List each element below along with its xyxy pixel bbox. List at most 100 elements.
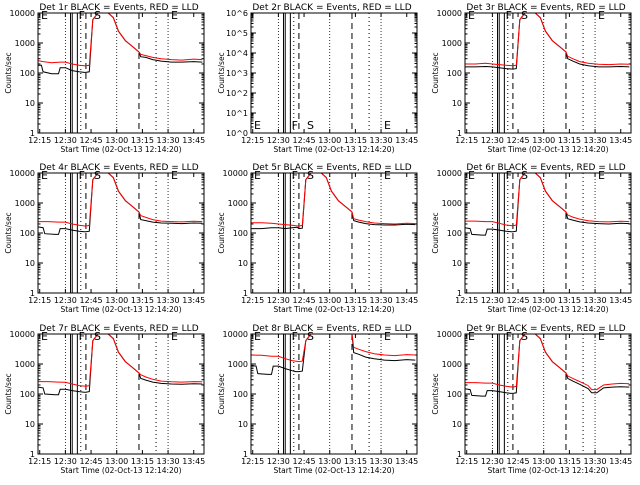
time-marker-label: S [521,9,528,22]
time-marker-label: F [79,9,85,22]
time-marker-label: S [94,169,101,182]
y-tick-label: 100 [233,390,248,399]
x-axis-title: Start Time (02-Oct-13 12:14:20) [487,305,608,314]
x-tick-label: 12:30 [54,457,77,466]
y-tick-label: 10000 [437,169,462,178]
x-tick-label: 12:45 [80,296,103,305]
x-tick-label: 13:30 [157,136,180,145]
x-tick-label: 13:15 [131,457,154,466]
chart-title: Det 6r BLACK = Events, RED = LLD [466,163,625,173]
chart-title: Det 8r BLACK = Events, RED = LLD [252,324,411,334]
y-tick-label: 1 [457,129,462,138]
y-tick-label: 100 [20,69,35,78]
y-tick-label: 10^4 [226,49,248,58]
time-marker-label: F [79,169,85,182]
y-tick-label: 10 [452,259,462,268]
x-tick-label: 13:15 [131,296,154,305]
x-tick-label: 13:30 [370,457,393,466]
x-axis-title: Start Time (02-Oct-13 12:14:20) [487,145,608,154]
y-tick-label: 1000 [15,360,35,369]
x-tick-label: 12:15 [28,296,51,305]
y-tick-label: 10^2 [226,89,248,98]
x-tick-label: 12:30 [481,457,504,466]
y-tick-label: 1000 [15,39,35,48]
time-marker-label: S [307,169,314,182]
x-axis-title: Start Time (02-Oct-13 12:14:20) [273,305,394,314]
plot-frame [464,12,632,134]
x-tick-label: 13:45 [609,136,632,145]
y-axis-title: Counts/sec [217,212,226,253]
x-axis-title: Start Time (02-Oct-13 12:14:20) [60,466,181,475]
y-tick-label: 10^6 [226,9,248,18]
y-tick-label: 1000 [442,360,462,369]
lld-series-line [251,172,416,227]
lld-series-line [38,172,203,227]
chart-title: Det 3r BLACK = Events, RED = LLD [466,3,625,13]
x-tick-label: 13:30 [370,296,393,305]
y-tick-label: 10000 [10,9,35,18]
x-tick-label: 12:45 [293,136,316,145]
time-marker-label: F [79,330,85,343]
time-marker-label: E [254,330,261,343]
lld-series-line [465,172,630,227]
x-tick-label: 13:45 [609,457,632,466]
plot-frame [464,333,632,455]
y-axis-title: Counts/sec [4,52,13,93]
x-tick-label: 13:45 [182,296,205,305]
x-tick-label: 13:00 [318,296,341,305]
y-tick-label: 10000 [437,9,462,18]
x-tick-label: 13:00 [532,136,555,145]
x-tick-label: 12:45 [293,296,316,305]
x-tick-label: 13:45 [182,136,205,145]
x-tick-label: 12:15 [455,457,478,466]
y-tick-label: 10000 [10,169,35,178]
y-tick-label: 1 [30,129,35,138]
y-tick-label: 100 [447,229,462,238]
y-tick-label: 10 [238,420,248,429]
chart-title: Det 9r BLACK = Events, RED = LLD [466,324,625,334]
lld-series-line [38,333,203,387]
x-tick-label: 12:15 [241,457,264,466]
x-tick-label: 12:30 [54,296,77,305]
y-tick-label: 1 [30,450,35,459]
x-tick-label: 12:30 [267,457,290,466]
x-tick-label: 12:30 [481,296,504,305]
chart-title: Det 5r BLACK = Events, RED = LLD [252,163,411,173]
x-tick-label: 13:15 [344,457,367,466]
y-tick-label: 10 [452,99,462,108]
y-tick-label: 10^1 [226,109,248,118]
x-tick-label: 12:15 [455,136,478,145]
y-axis-title: Counts/sec [431,373,440,414]
y-tick-label: 10000 [10,330,35,339]
time-marker-label: S [94,330,101,343]
time-marker-label: F [506,169,512,182]
x-tick-label: 12:45 [507,296,530,305]
y-axis-title: Counts/sec [4,212,13,253]
x-tick-label: 13:15 [558,296,581,305]
x-axis-title: Start Time (02-Oct-13 12:14:20) [273,145,394,154]
x-tick-label: 12:45 [507,457,530,466]
x-tick-label: 12:15 [28,136,51,145]
time-marker-label: E [171,330,178,343]
y-tick-label: 10 [452,420,462,429]
x-tick-label: 13:15 [344,136,367,145]
y-tick-label: 10000 [437,330,462,339]
x-tick-label: 13:15 [558,457,581,466]
time-marker-label: E [41,169,48,182]
y-axis-title: Counts/sec [431,52,440,93]
plot-frame [250,12,418,134]
x-tick-label: 13:45 [395,136,418,145]
time-marker-label: E [171,169,178,182]
time-marker-label: E [171,9,178,22]
time-marker-label: E [468,330,475,343]
x-tick-label: 13:15 [344,296,367,305]
time-marker-label: F [506,9,512,22]
x-tick-label: 13:30 [157,296,180,305]
time-marker-label: E [41,9,48,22]
